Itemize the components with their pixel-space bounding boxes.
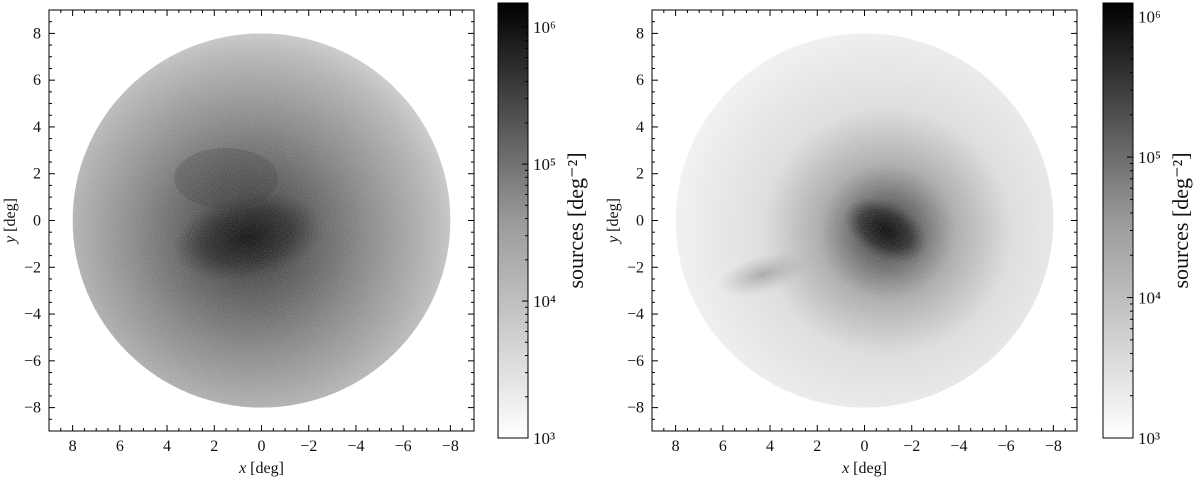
x-tick-label: −4 bbox=[347, 438, 364, 455]
y-tick-label: 4 bbox=[33, 119, 41, 136]
x-tick-label: 6 bbox=[116, 438, 124, 455]
y-tick-label: 8 bbox=[33, 25, 41, 42]
disk-content bbox=[675, 33, 1054, 408]
y-axis-label-var: y bbox=[2, 235, 19, 245]
x-tick-label: 0 bbox=[861, 438, 869, 455]
y-tick-label: −8 bbox=[627, 400, 644, 417]
y-tick-label: 6 bbox=[636, 72, 644, 89]
colorbar: 10³ 10⁴ 10⁵ 10⁶ sources [deg⁻²] bbox=[497, 2, 588, 448]
y-tick-label: 8 bbox=[636, 25, 644, 42]
colorbar-gradient bbox=[497, 2, 529, 439]
y-tick-label: −2 bbox=[24, 259, 41, 276]
x-tick-label: 8 bbox=[69, 438, 77, 455]
y-tick-label: −4 bbox=[24, 306, 41, 323]
x-tick-label: −2 bbox=[300, 438, 317, 455]
x-tick-label: −6 bbox=[998, 438, 1015, 455]
noise-grain bbox=[675, 33, 1054, 408]
y-tick-label: −6 bbox=[24, 353, 41, 370]
y-axis-label-unit: [deg] bbox=[2, 198, 19, 236]
y-tick-label: 0 bbox=[33, 213, 41, 230]
y-tick-label: −4 bbox=[627, 306, 644, 323]
x-tick-label: 8 bbox=[672, 438, 680, 455]
colorbar-tick-label: 10⁵ bbox=[533, 155, 556, 174]
x-axis-label-var: x bbox=[841, 460, 849, 477]
colorbar-tick-label: 10⁵ bbox=[1138, 148, 1161, 167]
x-axis-label: x [deg] bbox=[238, 460, 284, 477]
x-tick-label: 2 bbox=[813, 438, 821, 455]
x-tick-label: 0 bbox=[258, 438, 266, 455]
colorbar-tick-label: 10⁶ bbox=[533, 18, 556, 37]
x-tick-label: 4 bbox=[163, 438, 171, 455]
y-axis-label-unit: [deg] bbox=[605, 198, 622, 236]
colorbar: 10³ 10⁴ 10⁵ 10⁶ sources [deg⁻²] bbox=[1102, 2, 1193, 448]
colorbar-tick-label: 10³ bbox=[1138, 429, 1160, 448]
y-tick-label: −8 bbox=[24, 400, 41, 417]
x-axis-label-var: x bbox=[238, 460, 246, 477]
x-axis-label: x [deg] bbox=[841, 460, 887, 477]
y-tick-label: −6 bbox=[627, 353, 644, 370]
y-axis-label-var: y bbox=[605, 235, 622, 245]
y-tick-label: 4 bbox=[636, 119, 644, 136]
y-tick-label: 0 bbox=[636, 213, 644, 230]
colorbar-tick-label: 10⁶ bbox=[1138, 8, 1161, 27]
x-tick-label: −2 bbox=[903, 438, 920, 455]
y-tick-label: −2 bbox=[627, 259, 644, 276]
y-axis-label: y [deg] bbox=[605, 198, 622, 245]
density-map bbox=[72, 33, 451, 408]
x-tick-label: 6 bbox=[719, 438, 727, 455]
colorbar-label: sources [deg⁻²] bbox=[1168, 152, 1193, 288]
x-tick-label: −8 bbox=[1045, 438, 1062, 455]
colorbar-label: sources [deg⁻²] bbox=[563, 152, 588, 288]
colorbar-gradient bbox=[1102, 2, 1134, 439]
colorbar-tick-label: 10⁴ bbox=[1138, 289, 1161, 308]
x-tick-label: −6 bbox=[395, 438, 412, 455]
x-tick-label: 4 bbox=[766, 438, 774, 455]
disk-content bbox=[72, 33, 451, 408]
x-tick-label: −4 bbox=[950, 438, 967, 455]
x-tick-label: −8 bbox=[442, 438, 459, 455]
y-axis-label: y [deg] bbox=[2, 198, 19, 245]
x-axis-label-unit: [deg] bbox=[849, 460, 887, 477]
y-tick-label: 2 bbox=[636, 166, 644, 183]
density-map bbox=[675, 33, 1054, 408]
y-tick-label: 2 bbox=[33, 166, 41, 183]
colorbar-tick-label: 10³ bbox=[533, 429, 555, 448]
y-tick-label: 6 bbox=[33, 72, 41, 89]
colorbar-tick-label: 10⁴ bbox=[533, 292, 556, 311]
noise-grain bbox=[72, 33, 451, 408]
x-axis-label-unit: [deg] bbox=[246, 460, 284, 477]
x-tick-label: 2 bbox=[210, 438, 218, 455]
